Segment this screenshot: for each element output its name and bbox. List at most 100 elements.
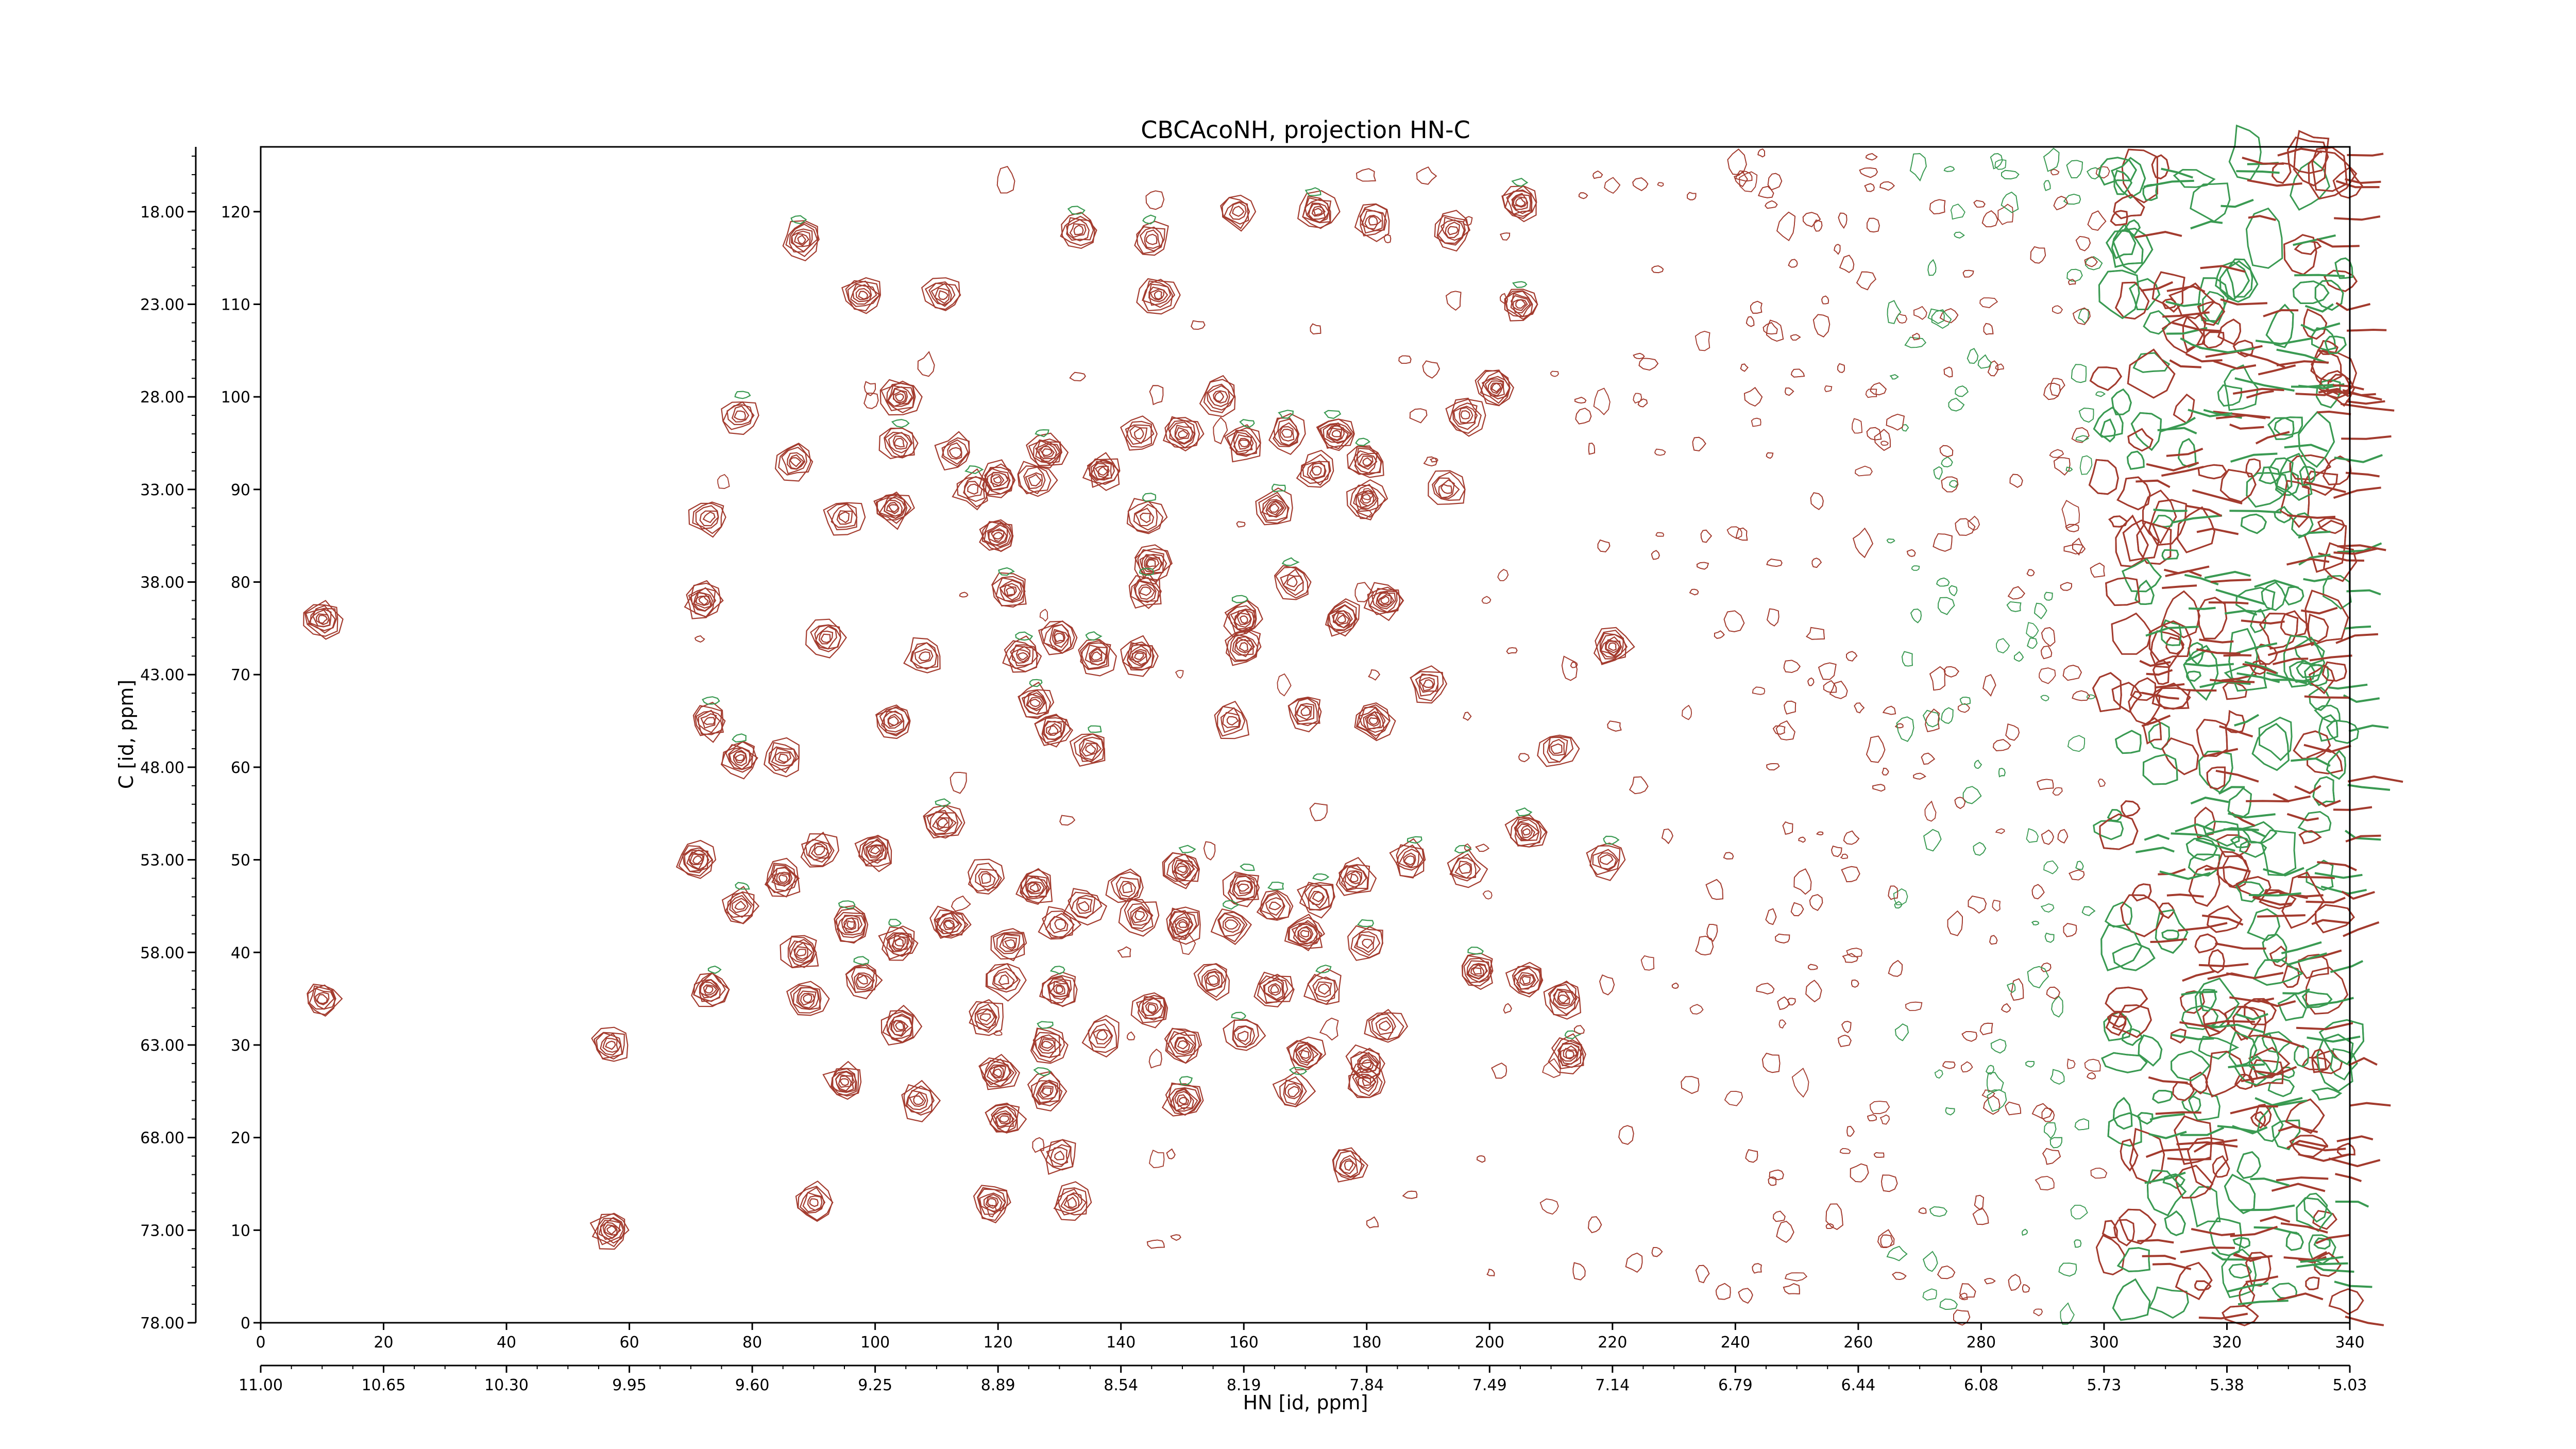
- peak-contour: [876, 706, 911, 739]
- peak-contour: [688, 587, 716, 618]
- noise-contour: [2197, 597, 2228, 639]
- peak-contour: [1229, 429, 1257, 456]
- noise-contour-negative: [2112, 1097, 2133, 1130]
- noise-contour: [1850, 1163, 1869, 1183]
- y-index-tick-label: 70: [231, 666, 250, 684]
- peak-contour: [1282, 574, 1304, 592]
- noise-contour: [2250, 1111, 2266, 1129]
- noise-contour-negative: [2126, 450, 2145, 470]
- peak-contour: [1177, 430, 1189, 439]
- noise-contour-negative: [2007, 983, 2016, 993]
- x-index-tick-label: 200: [1475, 1334, 1504, 1352]
- noise-contour: [1682, 704, 1692, 720]
- noise-stripe-negative: [2145, 626, 2199, 637]
- noise-stripe: [2193, 1139, 2238, 1153]
- peak-contour: [1593, 630, 1627, 664]
- noise-contour: [1983, 323, 1994, 335]
- peak-contour: [893, 437, 905, 448]
- noise-contour: [2053, 457, 2071, 476]
- peak-contour: [835, 1074, 855, 1092]
- peak-contour: [1512, 966, 1544, 994]
- noise-contour-negative: [1941, 456, 1953, 467]
- noise-contour: [1853, 527, 1874, 559]
- peak-contour: [1551, 1037, 1584, 1070]
- noise-contour: [1894, 723, 1904, 729]
- peak-contour: [1139, 586, 1152, 596]
- peak-contour: [1299, 882, 1335, 911]
- peak-contour: [606, 1225, 617, 1235]
- noise-contour: [2111, 612, 2153, 655]
- noise-contour-negative: [2040, 903, 2055, 913]
- noise-stripe-negative: [2227, 1282, 2269, 1293]
- noise-contour: [1477, 1155, 1486, 1163]
- noise-contour: [1809, 894, 1823, 911]
- noise-stripe-negative: [2272, 679, 2314, 683]
- noise-stripe-negative: [2230, 452, 2278, 463]
- noise-contour-negative: [2107, 1112, 2142, 1147]
- noise-contour: [2131, 883, 2152, 902]
- x-ppm-tick-label: 8.19: [1227, 1376, 1261, 1394]
- peak-contour: [921, 277, 960, 311]
- noise-contour: [2142, 490, 2177, 544]
- noise-contour: [1482, 890, 1493, 900]
- noise-contour: [1866, 735, 1886, 763]
- peak-contour: [307, 984, 335, 1017]
- noise-contour: [2060, 582, 2072, 591]
- peak-contour: [1334, 612, 1350, 626]
- peak-contour: [1115, 877, 1140, 900]
- peak-contour: [1491, 382, 1502, 393]
- noise-contour: [1059, 815, 1076, 826]
- peak-contour: [1272, 1071, 1316, 1107]
- noise-contour-negative: [2301, 990, 2333, 1008]
- peak-contour: [1600, 636, 1622, 658]
- peak-contour: [1298, 926, 1312, 941]
- peak-contour: [1550, 743, 1563, 754]
- peak-contour: [1375, 1017, 1394, 1035]
- noise-contour-negative: [2232, 1237, 2250, 1249]
- peak-contour: [789, 454, 805, 470]
- noise-contour: [2311, 146, 2348, 192]
- y-ppm-tick-label: 73.00: [140, 1222, 184, 1240]
- noise-contour: [1772, 725, 1786, 735]
- noise-contour-negative: [1894, 901, 1903, 909]
- noise-contour: [1995, 363, 2004, 370]
- peak-contour: [1122, 882, 1133, 894]
- noise-contour: [951, 895, 971, 912]
- peak-contour: [1516, 972, 1536, 990]
- noise-contour-negative: [2197, 277, 2229, 322]
- peak-contour: [798, 990, 817, 1009]
- x-axis-ppm: 11.00 10.65 10.30 9.95 9.60 9.25 8.89 8.54 8.19 7…: [239, 1364, 2367, 1394]
- peak-contour: [1487, 380, 1504, 397]
- noise-contour: [2040, 645, 2053, 660]
- peak-contour: [1299, 1049, 1310, 1059]
- noise-contour-negative: [2185, 837, 2218, 861]
- x-index-tick-label: 280: [1967, 1334, 1996, 1352]
- noise-contour: [1888, 885, 1899, 900]
- noise-contour: [1422, 360, 1440, 379]
- noise-contour: [1992, 899, 2001, 912]
- noise-contour: [1166, 1148, 1176, 1159]
- peak-contour: [1312, 891, 1324, 903]
- noise-contour-negative: [2034, 602, 2047, 619]
- noise-stripe: [2286, 558, 2330, 566]
- noise-contour-negative: [2001, 170, 2020, 180]
- peak-contour: [1238, 439, 1250, 448]
- noise-stripe-negative: [2232, 1125, 2268, 1135]
- peak-contour: [1563, 1048, 1578, 1060]
- noise-stripe: [2335, 633, 2379, 644]
- noise-stripe: [2297, 875, 2335, 879]
- negative-peak-contour: [1029, 679, 1043, 687]
- noise-contour: [1752, 686, 1766, 695]
- noise-stripe: [2336, 1135, 2374, 1142]
- peak-contour: [1296, 1041, 1319, 1066]
- peak-contour: [799, 1187, 825, 1214]
- peak-contour: [886, 501, 900, 515]
- peak-contour: [1512, 299, 1528, 311]
- peak-contour: [1454, 861, 1472, 879]
- noise-contour-negative: [1996, 638, 2010, 654]
- peak-contour: [800, 992, 816, 1006]
- noise-contour: [2303, 519, 2347, 573]
- peak-contour: [1129, 426, 1148, 444]
- peak-contour: [1302, 461, 1331, 486]
- noise-stripe: [2230, 1225, 2278, 1237]
